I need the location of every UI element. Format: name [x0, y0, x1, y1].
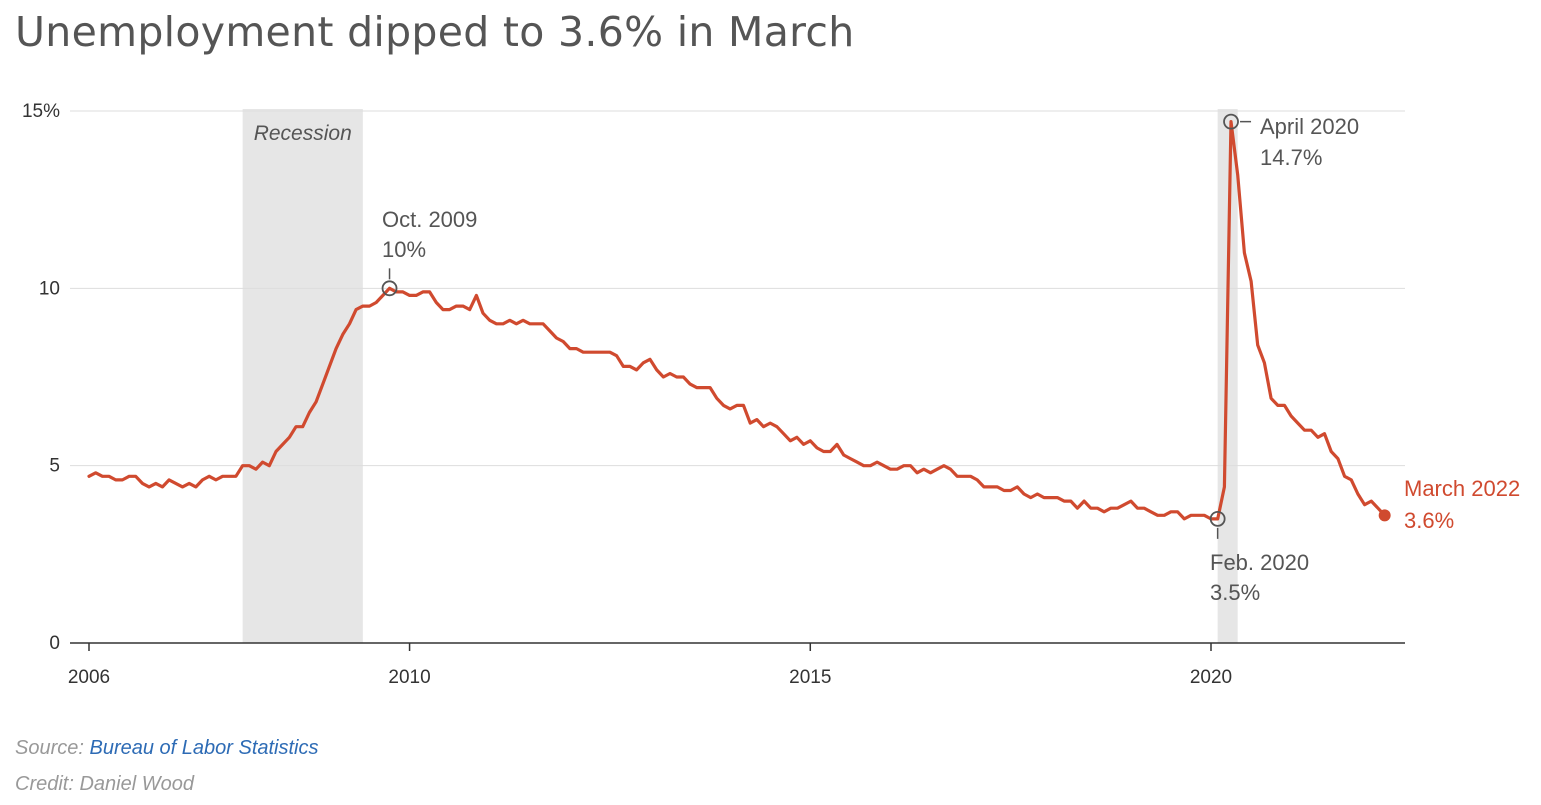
- y-tick-label: 0: [49, 633, 60, 654]
- x-axis: 2006 2010 2015 2020: [68, 642, 1405, 688]
- source-link[interactable]: Bureau of Labor Statistics: [89, 737, 319, 759]
- x-tick-label: 2010: [388, 667, 430, 688]
- recession-label: Recession: [254, 122, 352, 145]
- annotation-march-2022-value: 3.6%: [1404, 508, 1454, 533]
- recession-band-0: [242, 109, 363, 643]
- y-tick-label: 10: [39, 278, 60, 299]
- annotation-marker: [1223, 113, 1239, 130]
- credit-note: Credit: Daniel Wood: [15, 773, 194, 795]
- recession-bands: Recession: [242, 109, 1238, 643]
- annotation-marker: [1209, 510, 1226, 527]
- unemployment-rate-line: [87, 120, 1387, 521]
- annotation-oct-2009-date: Oct. 2009: [382, 207, 477, 232]
- annotation-feb-2020-value: 3.5%: [1210, 580, 1260, 605]
- annotation-april-2020-value: 14.7%: [1260, 145, 1322, 170]
- source-note: Source: Bureau of Labor Statistics: [15, 737, 319, 760]
- annotation-march-2022-date: March 2022: [1404, 476, 1520, 501]
- annotation-april-2020-date: April 2020: [1260, 114, 1359, 139]
- chart-title: Unemployment dipped to 3.6% in March: [15, 8, 855, 56]
- x-tick-label: 2020: [1190, 667, 1232, 688]
- annotation-feb-2020-date: Feb. 2020: [1210, 550, 1309, 575]
- endpoint-marker: [1378, 509, 1391, 522]
- y-tick-label: 5: [49, 456, 60, 477]
- grid-lines: 15% 10 5 0: [22, 101, 1405, 654]
- annotation-oct-2009-value: 10%: [382, 237, 426, 262]
- y-tick-label: 15%: [22, 101, 60, 122]
- annotations: Oct. 2009 10% Feb. 2020 3.5% April 2020 14.7%…: [381, 113, 1520, 605]
- series-layer: [87, 120, 1387, 521]
- x-tick-label: 2006: [68, 667, 110, 688]
- x-tick-label: 2015: [789, 667, 831, 688]
- source-label: Source:: [15, 737, 90, 759]
- annotation-marker: [381, 280, 398, 297]
